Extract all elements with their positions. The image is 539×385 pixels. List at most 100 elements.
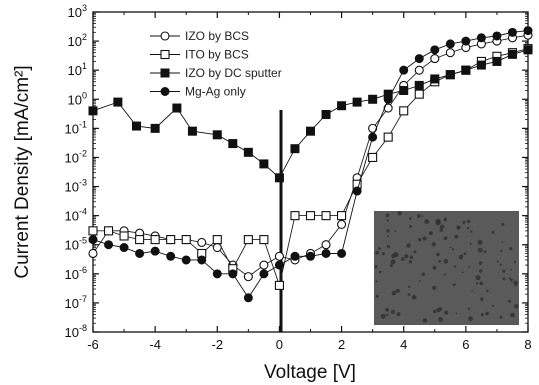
data-point: [172, 103, 182, 113]
inset-speck: [428, 231, 433, 236]
inset-speck: [501, 241, 504, 243]
data-point: [88, 226, 98, 236]
data-point: [523, 26, 533, 36]
y-tick-label: 10-3: [65, 178, 87, 195]
series-layer: [88, 26, 533, 303]
inset-speck: [421, 215, 424, 217]
data-point: [414, 54, 424, 64]
inset-speck: [385, 307, 389, 312]
inset-speck: [444, 273, 447, 276]
inset-speck: [381, 252, 385, 256]
data-point: [290, 251, 300, 261]
data-point: [150, 235, 160, 245]
inset-speck: [386, 245, 390, 249]
data-point: [306, 251, 315, 261]
inset-speck: [393, 252, 399, 258]
inset-speck: [486, 289, 489, 293]
legend: IZO by BCS ITO by BCS IZO by DC sputter Mg-…: [150, 29, 282, 99]
data-point: [197, 237, 207, 247]
data-point: [181, 235, 191, 245]
inset-speck: [391, 309, 395, 314]
data-point: [430, 74, 440, 84]
data-point: [166, 251, 176, 261]
x-tick-label: 0: [276, 337, 283, 352]
data-point: [259, 235, 269, 245]
inset-speck: [435, 218, 441, 224]
inset-speck: [438, 317, 443, 322]
data-point: [103, 226, 114, 236]
legend-label: Mg-Ag only: [185, 85, 246, 99]
data-point: [321, 248, 331, 258]
y-tick-label: 10-8: [65, 323, 87, 340]
data-point: [352, 186, 362, 196]
data-point: [274, 280, 284, 290]
legend-item: Mg-Ag only: [150, 85, 246, 99]
data-point: [352, 97, 362, 107]
inset-speck: [386, 229, 390, 233]
inset-speck: [467, 219, 471, 224]
inset-speck: [453, 265, 457, 268]
inset-speck: [501, 223, 505, 226]
inset-speck: [380, 313, 386, 319]
inset-speck: [468, 316, 473, 322]
y-tick-label: 10-7: [65, 294, 87, 311]
series-mg-ag-only: [88, 26, 533, 303]
data-point: [321, 211, 331, 221]
inset-speck: [432, 265, 437, 270]
data-point: [476, 60, 486, 70]
data-point: [507, 49, 517, 59]
plot-area: [92, 11, 529, 333]
inset-speck: [468, 266, 471, 268]
data-point: [119, 243, 129, 253]
inset-speck: [396, 312, 401, 317]
inset-speck: [507, 299, 511, 303]
data-point: [414, 89, 424, 99]
data-point: [88, 235, 98, 245]
inset-speck: [477, 247, 483, 253]
inset-speck: [409, 225, 412, 228]
x-axis-title: Voltage [V]: [264, 362, 356, 383]
inset-speck: [502, 277, 506, 281]
inset-speck: [479, 269, 483, 273]
y-tick-label: 103: [68, 3, 87, 20]
inset-speck: [502, 269, 506, 273]
inset-speck: [378, 270, 382, 274]
inset-speck: [491, 231, 495, 235]
inset-speck: [378, 247, 381, 251]
inset-speck: [375, 280, 378, 283]
data-point: [461, 65, 471, 75]
inset-speck: [513, 280, 518, 286]
data-point: [305, 211, 316, 221]
inset-speck: [375, 294, 379, 298]
x-tick-label: -4: [149, 337, 161, 352]
inset-speck: [508, 277, 511, 280]
inset-speck: [390, 259, 396, 265]
inset-speck: [452, 283, 456, 287]
data-point: [306, 126, 315, 136]
y-tick-label: 10-2: [65, 148, 87, 165]
inset-speck: [492, 304, 495, 307]
data-point: [492, 31, 502, 41]
data-point: [337, 248, 347, 258]
data-point: [414, 65, 424, 75]
y-tick-label: 100: [68, 90, 87, 107]
inset-speck: [500, 249, 503, 253]
inset-speck: [466, 226, 470, 230]
inset-speck: [439, 224, 445, 229]
legend-marker: [160, 49, 170, 60]
data-point: [290, 211, 300, 221]
inset-speck: [463, 252, 467, 256]
inset-speck: [471, 290, 473, 292]
inset-speck: [436, 308, 441, 313]
inset-speck: [510, 312, 515, 318]
data-point: [259, 269, 269, 279]
data-point: [187, 126, 197, 136]
data-point: [212, 235, 222, 245]
inset-speck: [475, 282, 479, 285]
inset-speck: [496, 260, 499, 263]
inset-speck: [510, 278, 513, 282]
data-point: [181, 255, 191, 265]
inset-speck: [475, 275, 481, 281]
inset-speck: [385, 213, 390, 218]
